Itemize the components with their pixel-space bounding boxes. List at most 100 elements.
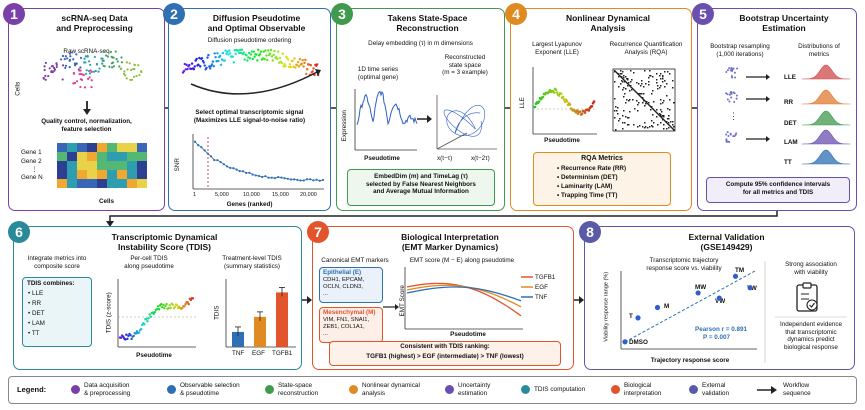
rqa-point <box>672 121 674 123</box>
pseudotime-point <box>227 53 230 56</box>
tdis-point <box>156 305 160 308</box>
rqa-point <box>662 119 664 121</box>
cell-point <box>55 65 58 69</box>
rqa-diagonal-point <box>667 123 669 125</box>
rqa-diagonal-point <box>645 101 647 103</box>
rqa-point <box>639 125 641 127</box>
pseudotime-point <box>223 59 226 62</box>
rqa-point <box>644 70 646 72</box>
rqa-point <box>672 124 674 126</box>
rqa-point <box>668 127 670 129</box>
panel-6-title: Transcriptomic Dynamical Instability Sco… <box>111 232 218 252</box>
rqa-diagonal-point <box>659 115 661 117</box>
rqa-point <box>659 87 661 89</box>
rqa-metric-lam: • Laminarity (LAM) <box>557 183 613 190</box>
heatmap-cell <box>67 143 77 152</box>
rqa-diagonal-point <box>650 106 652 108</box>
lle-point <box>552 91 556 94</box>
trajectory-axis-label: Trajectory response score <box>650 357 730 364</box>
bootstrap-sample-point <box>726 93 729 96</box>
genes-ranked-label: Genes (ranked) <box>226 201 273 208</box>
heatmap-cell <box>137 152 147 161</box>
lle-point <box>578 110 582 114</box>
tdis-point <box>145 317 148 321</box>
pseudotime-point <box>186 67 189 71</box>
bootstrap-arrowhead <box>766 96 770 102</box>
bootstrap-sample-point <box>726 69 729 72</box>
rqa-point <box>672 80 674 82</box>
lle-pseudotime-label: Pseudotime <box>544 137 580 144</box>
heatmap-cell <box>87 152 97 161</box>
rqa-diagonal-point <box>630 86 632 88</box>
rqa-diagonal-point <box>641 97 643 99</box>
pseudotime-point <box>237 49 240 52</box>
tdis-point <box>181 306 184 310</box>
tdis-point <box>149 315 152 319</box>
pseudotime-point <box>205 66 208 70</box>
rqa-point <box>667 108 669 110</box>
rqa-point <box>640 85 642 87</box>
rqa-point <box>618 120 620 122</box>
recon-label: Reconstructed state space (m = 3 example… <box>442 54 488 76</box>
rqa-diagonal-point <box>636 92 638 94</box>
rqa-point <box>651 106 653 108</box>
tdis-point <box>168 304 171 307</box>
rqa-point <box>637 104 639 106</box>
heatmap-cell <box>117 152 127 161</box>
validation-point <box>716 295 722 301</box>
pseudotime-point <box>309 64 313 67</box>
validation-point <box>654 304 661 311</box>
lle-title: Largest Lyapunov Exponent (LLE) <box>532 41 582 56</box>
panel-8-graphics <box>620 261 847 363</box>
tdis-point <box>143 323 146 326</box>
bootstrap-sample-point <box>725 138 728 141</box>
pseudotime-point <box>267 49 270 52</box>
rqa-diagonal-point <box>649 105 651 107</box>
heatmap-cell <box>77 179 87 188</box>
lle-point <box>583 111 587 114</box>
panel-1-graphics <box>42 50 147 188</box>
rqa-diagonal-point <box>651 107 653 109</box>
rqa-point <box>657 85 659 87</box>
tdis-point <box>139 327 143 331</box>
panel-3-title: Takens State-Space Reconstruction <box>387 13 468 33</box>
emt-score-title: EMT score (M − E) along pseudotime <box>409 257 515 264</box>
cell-point <box>116 60 119 63</box>
cell-point <box>118 65 121 68</box>
rqa-point <box>663 116 665 118</box>
rqa-diagonal-point <box>647 103 649 105</box>
cell-point <box>44 74 47 78</box>
lle-point <box>562 98 566 101</box>
tdis-point <box>161 305 164 309</box>
rqa-point <box>663 128 665 130</box>
heatmap-cell <box>67 179 77 188</box>
rqa-point <box>633 72 635 74</box>
rqa-diagonal-point <box>639 95 641 97</box>
rqa-point <box>627 78 629 80</box>
rqa-point <box>628 82 630 84</box>
cell-point <box>63 57 66 61</box>
rqa-point <box>649 70 651 72</box>
lle-point <box>541 95 545 99</box>
pseudotime-point <box>294 66 297 69</box>
consistent-box <box>329 341 561 366</box>
tdis-point <box>129 334 132 337</box>
rqa-diagonal-point <box>618 74 620 76</box>
cell-point <box>79 69 82 72</box>
rqa-point <box>628 117 630 119</box>
rqa-diagonal-point <box>621 77 623 79</box>
heatmap-cell <box>57 152 67 161</box>
pseudotime-point <box>213 52 216 55</box>
pseudotime-point <box>240 48 244 51</box>
panel-7-title: Biological Interpretation (EMT Marker Dy… <box>401 232 499 252</box>
validation-point <box>747 285 753 291</box>
rqa-point <box>644 127 646 129</box>
rqa-diagonal-point <box>638 94 640 96</box>
rqa-point <box>667 71 669 73</box>
pseudotime-point <box>278 56 282 60</box>
lle-point <box>580 112 584 116</box>
rqa-point <box>648 81 650 83</box>
metric-distribution <box>801 89 851 105</box>
tdis-point <box>155 307 159 311</box>
snr-curve <box>194 141 324 182</box>
